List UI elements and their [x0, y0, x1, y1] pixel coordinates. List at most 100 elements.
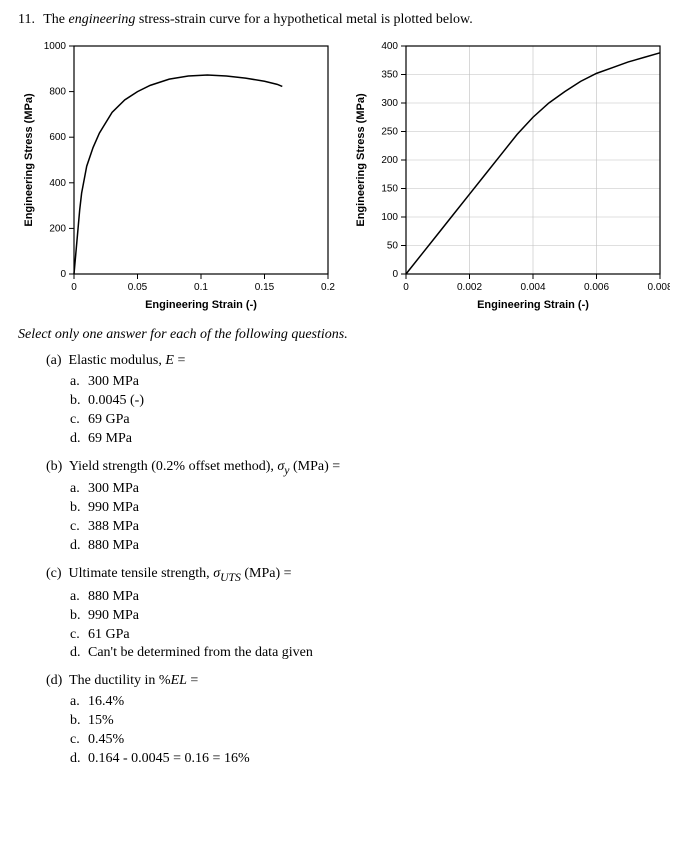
- option-text: 990 MPa: [88, 608, 139, 623]
- svg-text:Engineering Stress (MPa): Engineering Stress (MPa): [23, 93, 35, 227]
- option-row: b.990 MPa: [70, 499, 671, 518]
- option-row: d.69 MPa: [70, 430, 671, 449]
- options-list: a.16.4%b.15%c.0.45%d.0.164 - 0.0045 = 0.…: [70, 693, 671, 769]
- sub-question: (b) Yield strength (0.2% offset method),…: [46, 459, 671, 477]
- option-row: c.61 GPa: [70, 626, 671, 645]
- option-letter: c.: [70, 626, 88, 645]
- option-row: b.990 MPa: [70, 607, 671, 626]
- svg-text:0: 0: [60, 269, 66, 280]
- options-list: a.300 MPab.0.0045 (-)c.69 GPad.69 MPa: [70, 373, 671, 449]
- option-letter: d.: [70, 537, 88, 556]
- svg-text:250: 250: [381, 127, 398, 138]
- option-text: 0.164 - 0.0045 = 0.16 = 16%: [88, 751, 250, 766]
- option-letter: d.: [70, 644, 88, 663]
- sub-question-text: Yield strength (0.2% offset method), σy …: [69, 459, 340, 474]
- svg-text:0.002: 0.002: [457, 282, 482, 293]
- svg-text:100: 100: [381, 212, 398, 223]
- option-text: 69 GPa: [88, 412, 130, 427]
- option-text: 0.0045 (-): [88, 393, 144, 408]
- svg-text:400: 400: [49, 178, 66, 189]
- svg-text:1000: 1000: [44, 41, 67, 52]
- sub-question-text: Ultimate tensile strength, σUTS (MPa) =: [69, 566, 292, 581]
- svg-text:Engineering Stress (MPa): Engineering Stress (MPa): [355, 93, 367, 227]
- option-letter: c.: [70, 411, 88, 430]
- option-text: 880 MPa: [88, 538, 139, 553]
- svg-text:200: 200: [49, 223, 66, 234]
- option-text: 388 MPa: [88, 519, 139, 534]
- question-number: 11.: [18, 12, 40, 28]
- option-row: a.300 MPa: [70, 480, 671, 499]
- svg-text:50: 50: [387, 241, 399, 252]
- svg-text:0.006: 0.006: [584, 282, 609, 293]
- option-letter: a.: [70, 693, 88, 712]
- option-row: a.300 MPa: [70, 373, 671, 392]
- svg-text:0.1: 0.1: [194, 282, 208, 293]
- option-row: a.16.4%: [70, 693, 671, 712]
- questions-container: (a) Elastic modulus, E =a.300 MPab.0.004…: [18, 353, 671, 769]
- prompt-pre: The: [43, 12, 68, 27]
- svg-text:600: 600: [49, 132, 66, 143]
- svg-text:0: 0: [392, 269, 398, 280]
- option-row: c.388 MPa: [70, 518, 671, 537]
- chart-right: 00.0020.0040.0060.0080501001502002503003…: [350, 34, 670, 319]
- options-list: a.880 MPab.990 MPac.61 GPad.Can't be det…: [70, 588, 671, 664]
- option-letter: c.: [70, 518, 88, 537]
- prompt-post: stress-strain curve for a hypothetical m…: [135, 12, 472, 27]
- charts-row: 00.050.10.150.202004006008001000Engineer…: [18, 34, 671, 319]
- sub-question-label: (d): [46, 673, 62, 688]
- option-row: d.0.164 - 0.0045 = 0.16 = 16%: [70, 750, 671, 769]
- option-text: 300 MPa: [88, 481, 139, 496]
- option-row: a.880 MPa: [70, 588, 671, 607]
- option-row: d.Can't be determined from the data give…: [70, 644, 671, 663]
- option-text: 69 MPa: [88, 431, 132, 446]
- option-text: 880 MPa: [88, 589, 139, 604]
- svg-text:Engineering Strain (-): Engineering Strain (-): [145, 299, 257, 311]
- option-text: 300 MPa: [88, 374, 139, 389]
- option-row: c.69 GPa: [70, 411, 671, 430]
- option-letter: a.: [70, 588, 88, 607]
- svg-text:200: 200: [381, 155, 398, 166]
- sub-question: (d) The ductility in %EL =: [46, 673, 671, 689]
- svg-text:800: 800: [49, 87, 66, 98]
- svg-text:0: 0: [71, 282, 77, 293]
- sub-question-label: (a): [46, 353, 62, 368]
- option-letter: b.: [70, 499, 88, 518]
- option-letter: b.: [70, 392, 88, 411]
- svg-text:0.2: 0.2: [321, 282, 335, 293]
- sub-question-label: (c): [46, 566, 62, 581]
- option-letter: b.: [70, 712, 88, 731]
- option-letter: d.: [70, 750, 88, 769]
- option-text: 15%: [88, 713, 114, 728]
- option-text: Can't be determined from the data given: [88, 645, 313, 660]
- option-letter: b.: [70, 607, 88, 626]
- option-row: b.0.0045 (-): [70, 392, 671, 411]
- prompt-emph: engineering: [69, 12, 136, 27]
- option-row: b.15%: [70, 712, 671, 731]
- option-text: 61 GPa: [88, 627, 130, 642]
- sub-question-text: Elastic modulus, E =: [69, 353, 186, 368]
- option-text: 16.4%: [88, 694, 124, 709]
- sub-question-text: The ductility in %EL =: [69, 673, 198, 688]
- option-letter: a.: [70, 480, 88, 499]
- option-row: d.880 MPa: [70, 537, 671, 556]
- instruction-text: Select only one answer for each of the f…: [18, 327, 671, 343]
- chart-left: 0 0.05 0.1 0.15 0.2 0 200 400 600 800 1000 Engineer…: [18, 34, 338, 319]
- svg-text:400: 400: [381, 41, 398, 52]
- svg-text:0.05: 0.05: [128, 282, 148, 293]
- sub-question: (a) Elastic modulus, E =: [46, 353, 671, 369]
- svg-text:0.008: 0.008: [647, 282, 670, 293]
- options-list: a.300 MPab.990 MPac.388 MPad.880 MPa: [70, 480, 671, 556]
- svg-text:300: 300: [381, 98, 398, 109]
- svg-text:150: 150: [381, 184, 398, 195]
- svg-text:0.004: 0.004: [520, 282, 545, 293]
- option-letter: d.: [70, 430, 88, 449]
- option-row: c.0.45%: [70, 731, 671, 750]
- svg-text:0.15: 0.15: [255, 282, 275, 293]
- svg-text:350: 350: [381, 70, 398, 81]
- option-text: 990 MPa: [88, 500, 139, 515]
- option-letter: a.: [70, 373, 88, 392]
- option-text: 0.45%: [88, 732, 124, 747]
- sub-question: (c) Ultimate tensile strength, σUTS (MPa…: [46, 566, 671, 584]
- question-prompt: 11. The engineering stress-strain curve …: [18, 12, 671, 28]
- svg-text:Engineering Strain (-): Engineering Strain (-): [477, 299, 589, 311]
